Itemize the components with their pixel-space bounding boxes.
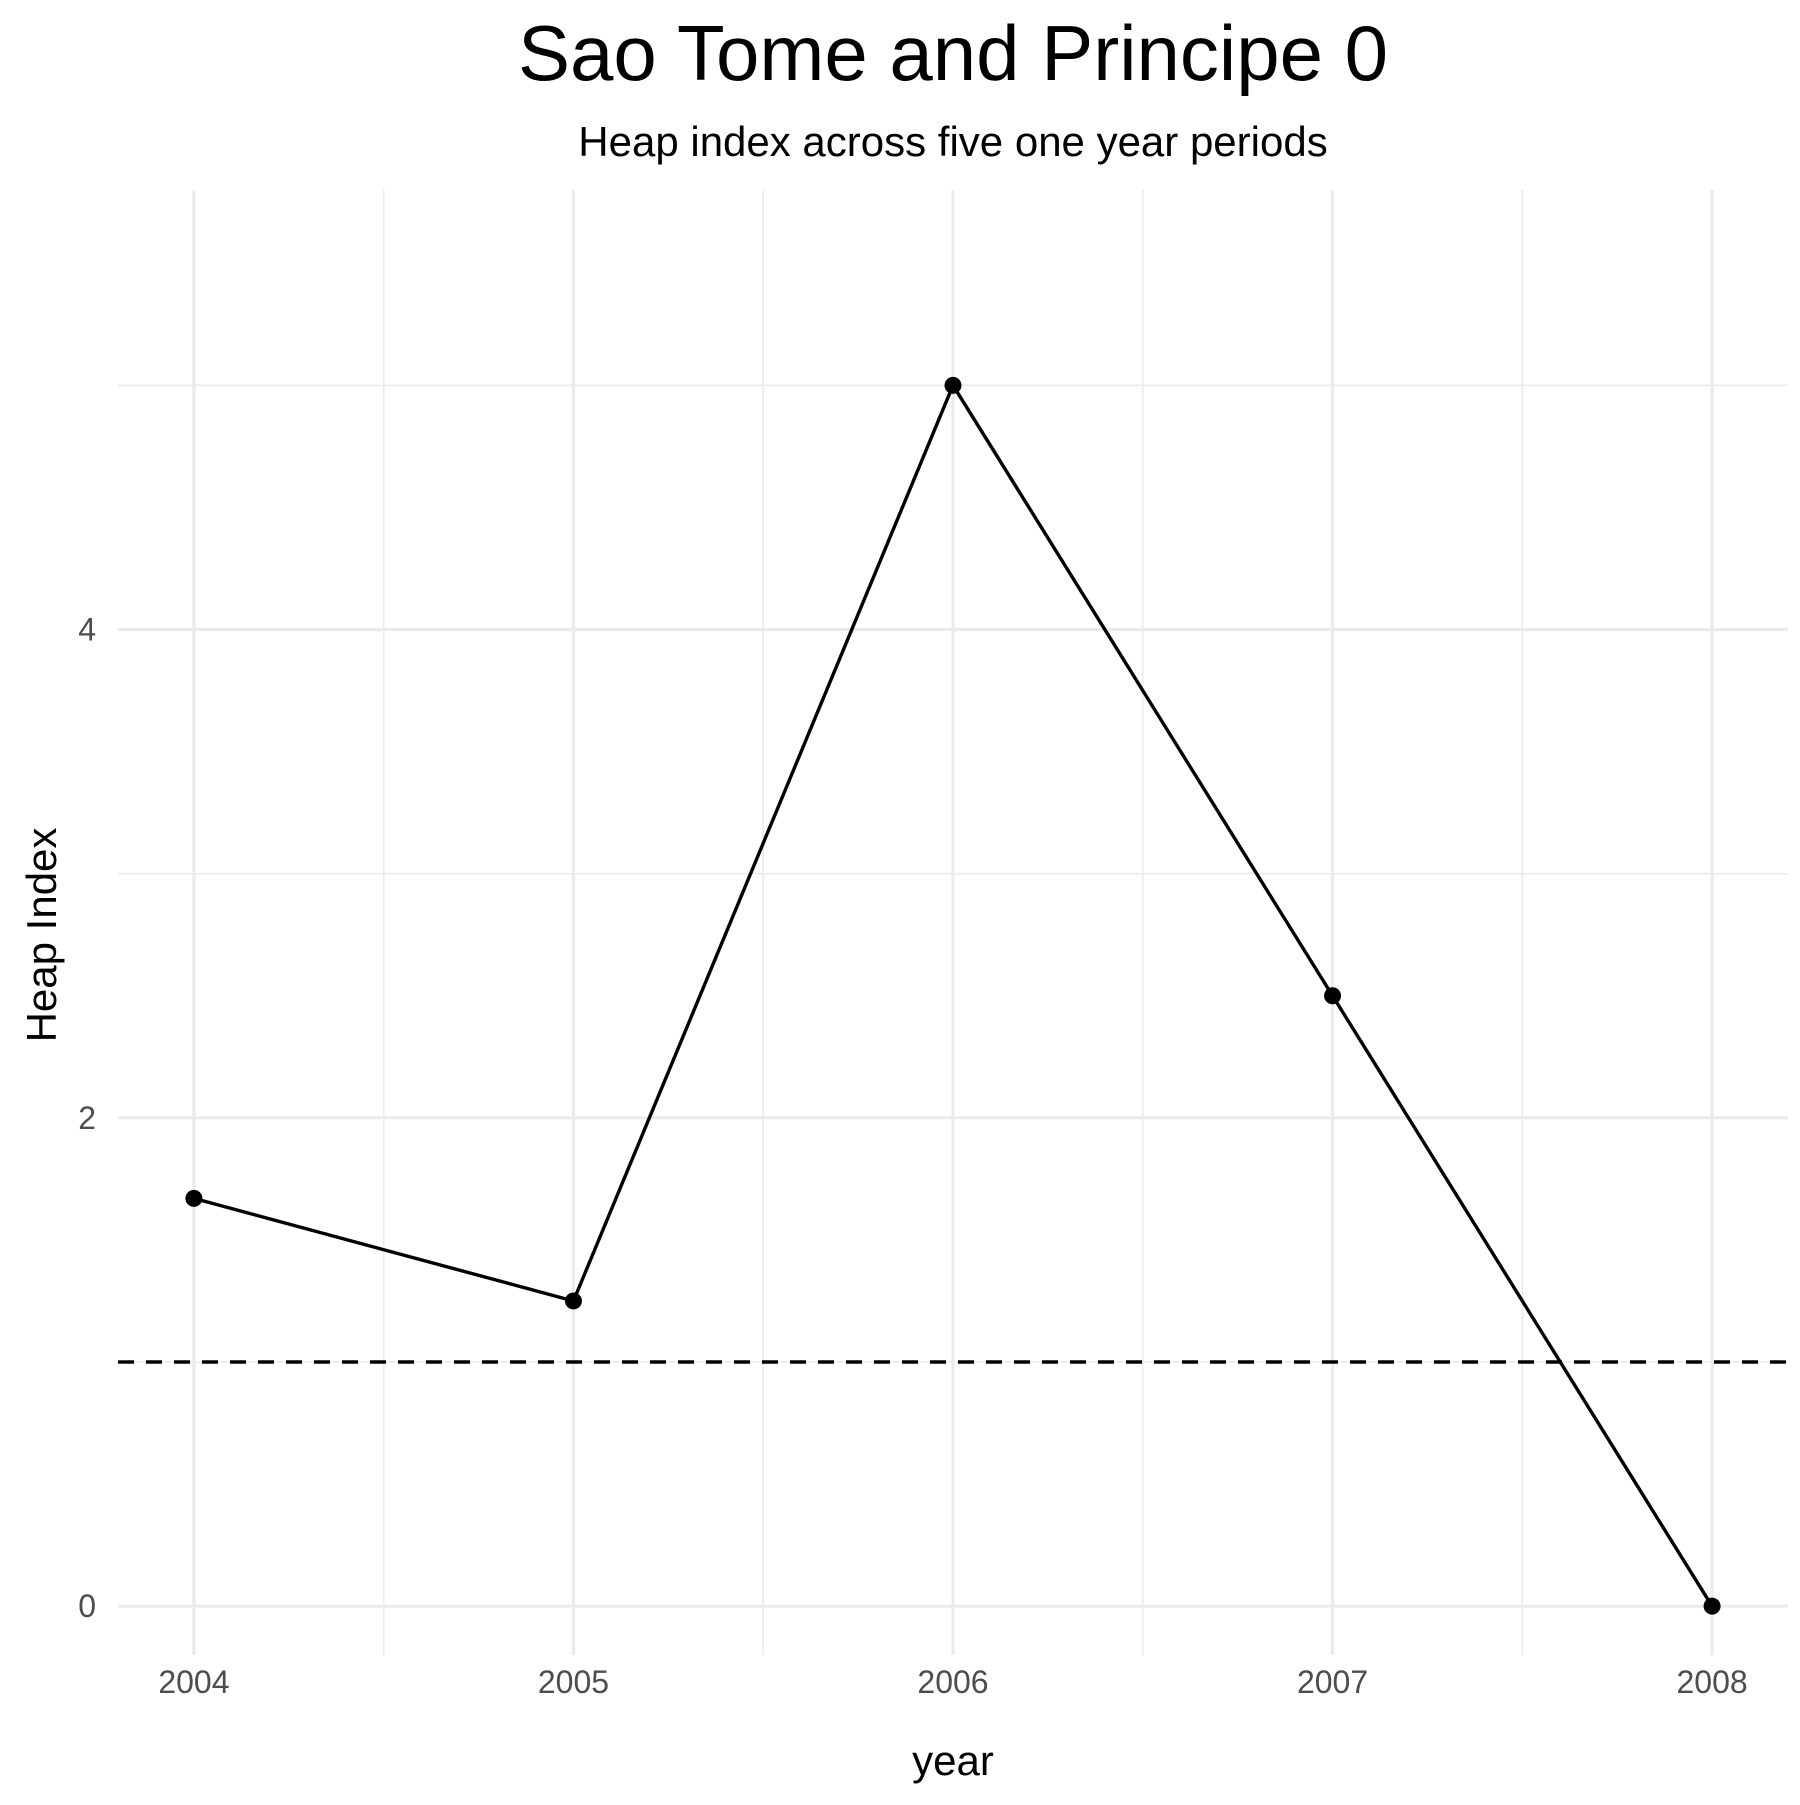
x-tick-label: 2008 [1676, 1664, 1747, 1700]
grid-layer [118, 190, 1788, 1655]
data-point [1703, 1597, 1721, 1615]
chart-subtitle: Heap index across five one year periods [578, 118, 1327, 165]
x-tick-label: 2004 [158, 1664, 229, 1700]
data-point [1324, 987, 1342, 1005]
y-tick-label: 4 [78, 612, 96, 648]
chart-title: Sao Tome and Principe 0 [518, 9, 1388, 97]
x-tick-label: 2007 [1297, 1664, 1368, 1700]
y-axis-title: Heap Index [18, 828, 65, 1043]
points-layer [185, 376, 1721, 1615]
x-tick-label: 2006 [917, 1664, 988, 1700]
data-point [564, 1292, 582, 1310]
data-point [944, 376, 962, 394]
data-point [185, 1189, 203, 1207]
x-axis-title: year [912, 1737, 994, 1784]
x-tick-label: 2005 [538, 1664, 609, 1700]
y-tick-label: 2 [78, 1100, 96, 1136]
tick-label-layer: 2004 2005 2006 2007 2008 0 2 4 [78, 612, 1747, 1701]
y-tick-label: 0 [78, 1588, 96, 1624]
